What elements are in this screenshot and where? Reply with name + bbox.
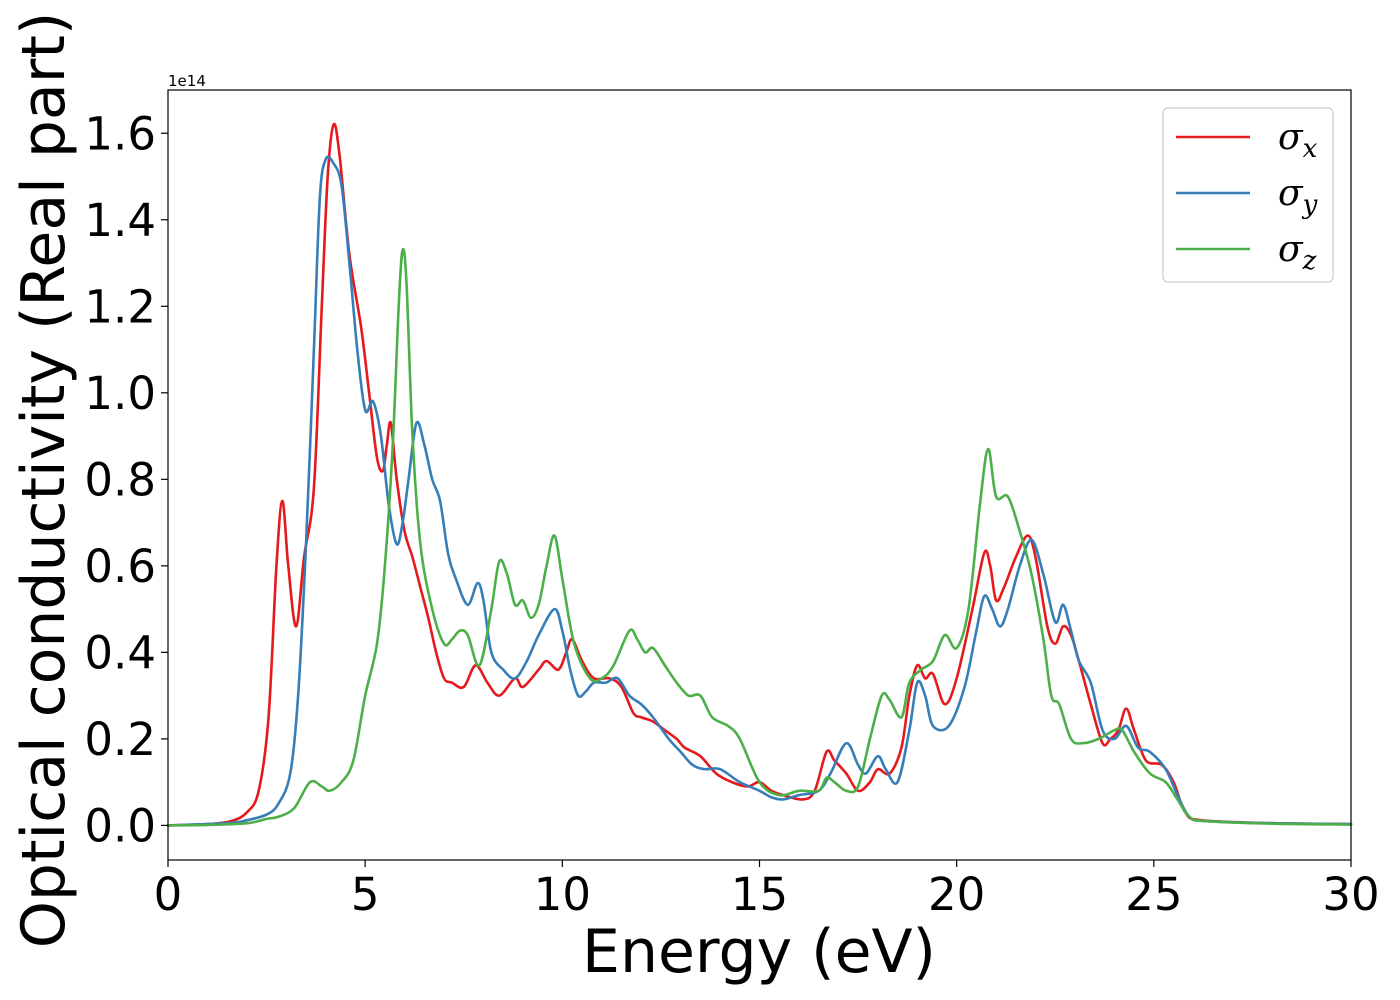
y-tick-label: 1.0 [84, 367, 156, 420]
x-tick-label: 15 [731, 868, 788, 921]
legend-label-x: σx [1278, 117, 1318, 164]
x-tick-label: 5 [351, 868, 380, 921]
y-tick-label: 0.0 [84, 799, 156, 852]
y-offset-label: 1e14 [168, 72, 206, 90]
y-tick-label: 1.4 [84, 194, 156, 247]
legend-label-z: σz [1278, 229, 1317, 276]
x-axis-label: Energy (eV) [582, 917, 936, 987]
x-tick-label: 10 [534, 868, 591, 921]
x-tick-label: 20 [928, 868, 985, 921]
y-axis-ticks: 0.0 0.2 0.4 0.6 0.8 1.0 1.2 1.4 1.6 [84, 107, 168, 852]
series-line-x [166, 122, 1353, 827]
x-tick-label: 30 [1322, 868, 1379, 921]
y-tick-label: 0.2 [84, 713, 156, 766]
y-tick-label: 0.4 [84, 626, 156, 679]
x-tick-label: 0 [154, 868, 183, 921]
x-axis-ticks: 0 5 10 15 20 25 30 [154, 860, 1380, 921]
y-tick-label: 1.6 [84, 107, 156, 160]
y-tick-label: 1.2 [84, 280, 156, 333]
x-tick-label: 25 [1125, 868, 1182, 921]
series-lines [166, 122, 1353, 827]
legend-box [1162, 107, 1334, 283]
legend: σx σy σz [1162, 107, 1334, 283]
y-axis-label: Optical conductivity (Real part) [9, 12, 79, 949]
y-tick-label: 0.6 [84, 540, 156, 593]
series-line-y [166, 155, 1353, 827]
legend-label-y: σy [1278, 173, 1318, 220]
y-tick-label: 0.8 [84, 453, 156, 506]
series-line-z [166, 247, 1353, 827]
